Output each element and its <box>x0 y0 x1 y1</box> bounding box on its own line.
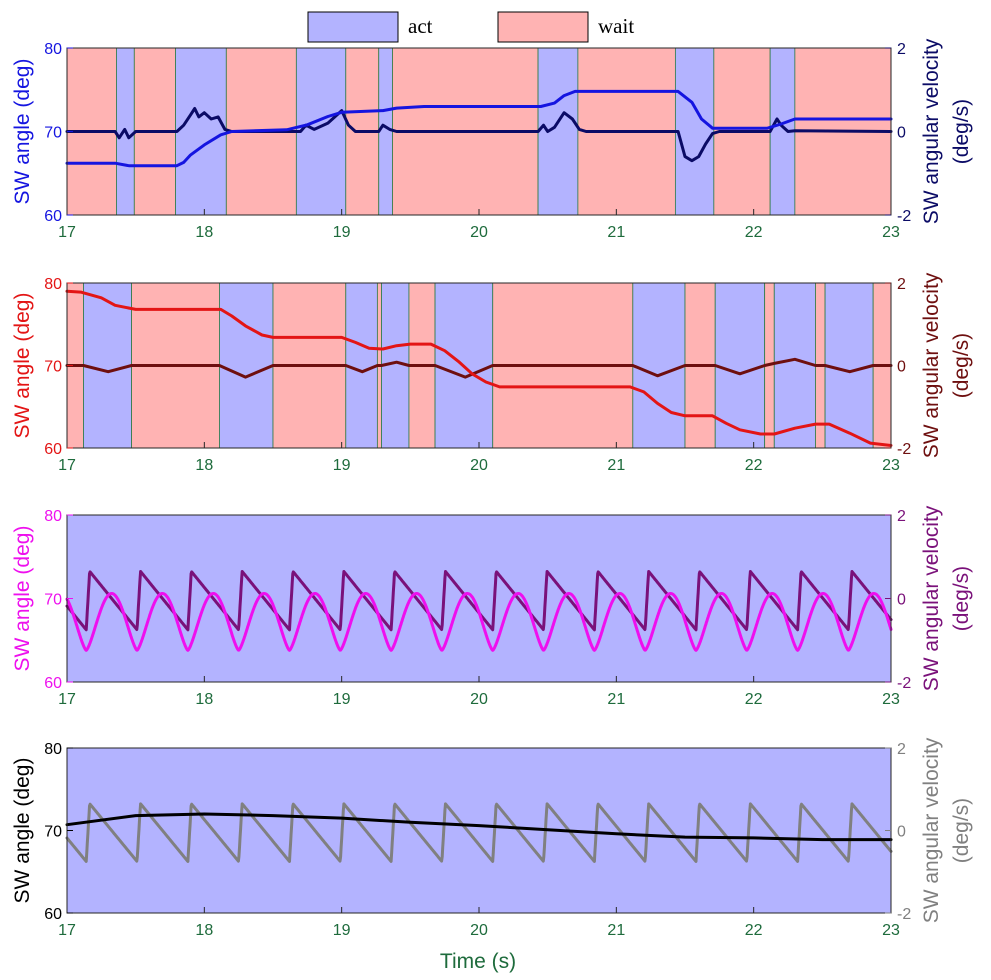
x-tick-label-17: 17 <box>58 224 76 241</box>
y-right-tick-label-2: 2 <box>897 741 906 758</box>
y-left-tick-label-80: 80 <box>44 741 62 758</box>
legend: act wait <box>307 11 634 43</box>
region-act-4 <box>175 47 227 216</box>
y-right-tick-label--2: -2 <box>897 441 911 458</box>
y-right-tick-label-0: 0 <box>897 592 906 609</box>
y-left-tick-label-70: 70 <box>44 125 62 142</box>
x-tick-label-21: 21 <box>607 457 625 474</box>
y-right-tick-label--2: -2 <box>897 675 911 692</box>
y-right-axis-title-2-line-2: (deg/s) <box>950 333 973 398</box>
y-left-tick-label-60: 60 <box>44 906 62 923</box>
x-tick-label-18: 18 <box>195 691 213 708</box>
chart-panel-1: 17 18 19 20 21 22 23 60 70 80 -2 0 2 SW angle (deg) SW… <box>11 38 973 241</box>
x-tick-label-20: 20 <box>470 224 488 241</box>
x-tick-label-18: 18 <box>195 922 213 939</box>
x-tick-label-19: 19 <box>333 922 351 939</box>
y-right-axis-title-1-line-1: SW angular velocity <box>920 38 943 224</box>
y-left-axis-title-1: SW angle (deg) <box>11 59 34 205</box>
region-act-10 <box>537 47 579 216</box>
legend-swatch-act <box>307 11 399 43</box>
y-left-tick-label-70: 70 <box>44 592 62 609</box>
y-right-axis-title-3-line-1: SW angular velocity <box>920 505 943 691</box>
chart-panel-2: 17 18 19 20 21 22 23 60 70 80 -2 0 2 SW angle (deg) SW… <box>11 272 973 474</box>
y-right-tick-label-2: 2 <box>897 508 906 525</box>
panel-background-act <box>67 748 891 913</box>
y-right-tick-label--2: -2 <box>897 208 911 225</box>
velocity-line-1 <box>65 107 893 163</box>
x-tick-label-20: 20 <box>470 691 488 708</box>
chart-panel-4: 17 18 19 20 21 22 23 60 70 80 -2 0 2 SW angle (deg) SW… <box>11 737 973 939</box>
y-right-tick-label-0: 0 <box>897 359 906 376</box>
angle-line-4 <box>65 812 893 842</box>
y-left-tick-label-60: 60 <box>44 208 62 225</box>
angle-line-2 <box>65 289 893 447</box>
y-right-axis-title-2-line-1: SW angular velocity <box>920 272 943 458</box>
y-right-tick-label-0: 0 <box>897 824 906 841</box>
x-tick-label-17: 17 <box>58 922 76 939</box>
x-tick-label-20: 20 <box>470 457 488 474</box>
x-axis-title: Time (s) <box>440 950 516 973</box>
y-left-axis-title-4: SW angle (deg) <box>11 758 34 904</box>
region-act-16 <box>773 282 816 449</box>
x-tick-label-21: 21 <box>607 224 625 241</box>
region-act-8 <box>378 47 393 216</box>
x-tick-label-19: 19 <box>333 457 351 474</box>
x-tick-label-22: 22 <box>745 224 763 241</box>
angle-line-3 <box>65 592 893 652</box>
legend-swatch-wait <box>497 11 589 43</box>
x-tick-label-23: 23 <box>882 922 900 939</box>
x-tick-label-18: 18 <box>195 224 213 241</box>
x-tick-label-22: 22 <box>745 922 763 939</box>
y-right-tick-label-2: 2 <box>897 276 906 293</box>
x-tick-label-17: 17 <box>58 457 76 474</box>
y-left-tick-label-60: 60 <box>44 675 62 692</box>
region-act-12 <box>674 47 715 216</box>
legend-label-act: act <box>408 14 433 38</box>
chart-panel-3: 17 18 19 20 21 22 23 60 70 80 -2 0 2 SW angle (deg) SW… <box>11 505 973 708</box>
x-tick-label-17: 17 <box>58 691 76 708</box>
angle-line-1 <box>65 89 893 168</box>
region-act-12 <box>632 282 686 449</box>
velocity-line-2 <box>65 357 893 379</box>
x-tick-label-21: 21 <box>607 922 625 939</box>
legend-label-wait: wait <box>598 14 634 38</box>
y-right-tick-label-0: 0 <box>897 125 906 142</box>
x-tick-label-23: 23 <box>882 224 900 241</box>
y-left-tick-label-80: 80 <box>44 41 62 58</box>
y-right-axis-title-1-line-2: (deg/s) <box>950 99 973 164</box>
y-right-tick-label-2: 2 <box>897 41 906 58</box>
x-tick-label-22: 22 <box>745 457 763 474</box>
y-right-axis-title-3-line-2: (deg/s) <box>950 566 973 631</box>
y-right-tick-label--2: -2 <box>897 906 911 923</box>
y-left-axis-title-3: SW angle (deg) <box>11 526 34 672</box>
y-left-tick-label-60: 60 <box>44 441 62 458</box>
region-act-2 <box>83 282 132 449</box>
x-tick-label-22: 22 <box>745 691 763 708</box>
x-tick-label-19: 19 <box>333 691 351 708</box>
region-act-14 <box>714 282 766 449</box>
region-act-4 <box>219 282 274 449</box>
y-left-tick-label-80: 80 <box>44 276 62 293</box>
velocity-line-4 <box>65 802 893 863</box>
y-left-tick-label-70: 70 <box>44 824 62 841</box>
x-tick-label-23: 23 <box>882 691 900 708</box>
y-left-tick-label-70: 70 <box>44 359 62 376</box>
region-act-6 <box>345 282 378 449</box>
y-left-axis-title-2: SW angle (deg) <box>11 293 34 439</box>
region-act-6 <box>295 47 347 216</box>
y-left-tick-label-80: 80 <box>44 508 62 525</box>
x-tick-label-20: 20 <box>470 922 488 939</box>
y-right-axis-title-4-line-2: (deg/s) <box>950 798 973 863</box>
y-right-axis-title-4-line-1: SW angular velocity <box>920 737 943 923</box>
region-act-18 <box>824 282 874 449</box>
x-tick-label-23: 23 <box>882 457 900 474</box>
x-tick-label-19: 19 <box>333 224 351 241</box>
x-tick-label-18: 18 <box>195 457 213 474</box>
panel-background-act <box>67 515 891 682</box>
x-tick-label-21: 21 <box>607 691 625 708</box>
